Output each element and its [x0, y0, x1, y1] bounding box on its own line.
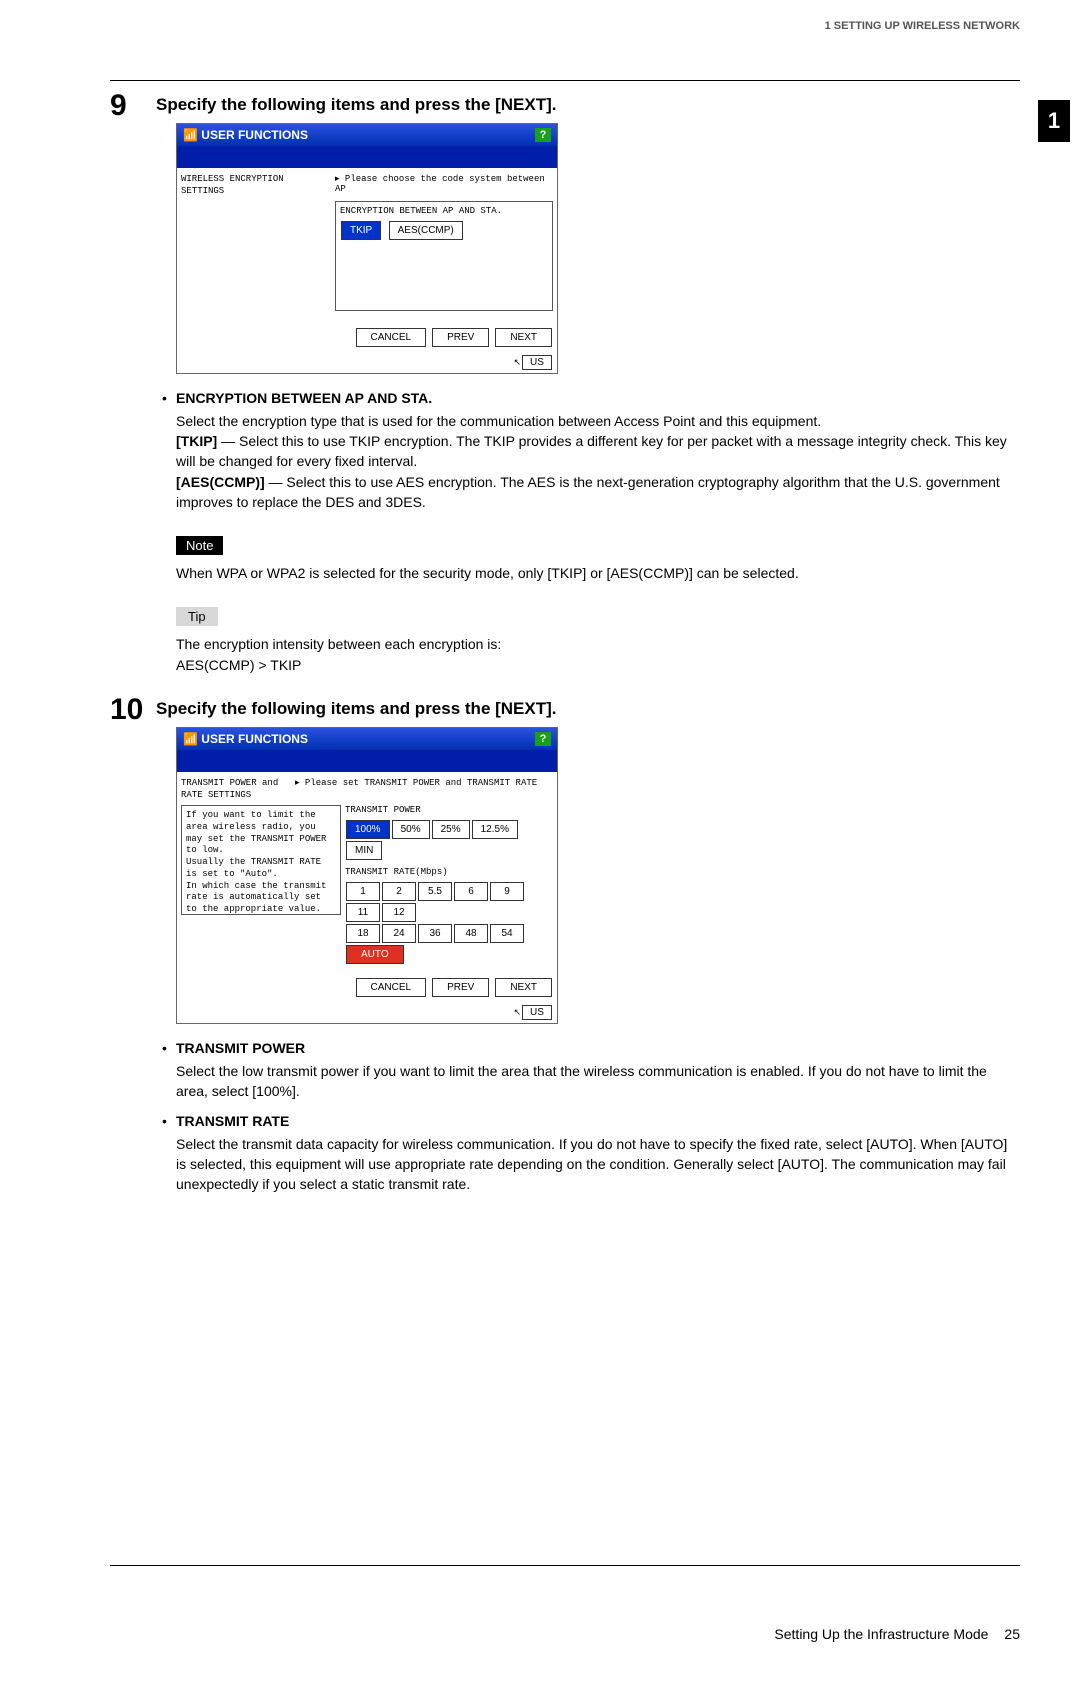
- window-titlebar: 📶 USER FUNCTIONS ?: [177, 728, 557, 750]
- window-titlebar: 📶 USER FUNCTIONS ?: [177, 124, 557, 146]
- screenshot-encryption: 📶 USER FUNCTIONS ? WIRELESS ENCRYPTION S…: [176, 123, 558, 374]
- rate-button[interactable]: 2: [382, 882, 416, 901]
- bullet-encryption: ENCRYPTION BETWEEN AP AND STA.: [156, 388, 1020, 408]
- divider: [110, 80, 1020, 81]
- rate-button[interactable]: 5.5: [418, 882, 452, 901]
- step-number: 10: [110, 695, 156, 1204]
- cursor-icon: ↖: [513, 1007, 521, 1018]
- paragraph: Select the encryption type that is used …: [176, 411, 1020, 512]
- help-icon[interactable]: ?: [535, 732, 551, 746]
- page-number: 25: [1004, 1626, 1020, 1642]
- window-footer: CANCEL PREV NEXT: [177, 973, 557, 1002]
- chapter-tab: 1: [1038, 100, 1070, 142]
- paragraph: Select the low transmit power if you wan…: [176, 1061, 1020, 1102]
- tkip-button[interactable]: TKIP: [341, 221, 381, 240]
- status-badge: US: [522, 355, 552, 370]
- step-title: Specify the following items and press th…: [156, 699, 1020, 719]
- note-text: When WPA or WPA2 is selected for the sec…: [176, 563, 1020, 583]
- power-min-button[interactable]: MIN: [346, 841, 382, 860]
- rate-button[interactable]: 24: [382, 924, 416, 943]
- page-footer: Setting Up the Infrastructure Mode 25: [110, 1626, 1020, 1642]
- rate-button[interactable]: 54: [490, 924, 524, 943]
- tip-label: Tip: [176, 607, 218, 626]
- rate-button[interactable]: 1: [346, 882, 380, 901]
- help-icon[interactable]: ?: [535, 128, 551, 142]
- status-badge: US: [522, 1005, 552, 1020]
- window-title: 📶 USER FUNCTIONS: [183, 732, 308, 746]
- window-footer: CANCEL PREV NEXT: [177, 323, 557, 352]
- rate-button[interactable]: 6: [454, 882, 488, 901]
- rate-button[interactable]: 48: [454, 924, 488, 943]
- tip-text: The encryption intensity between each en…: [176, 634, 1020, 675]
- screenshot-transmit: 📶 USER FUNCTIONS ? TRANSMIT POWER and RA…: [176, 727, 558, 1024]
- footer-text: Setting Up the Infrastructure Mode: [774, 1626, 988, 1642]
- rate-button[interactable]: 18: [346, 924, 380, 943]
- bullet-rate: TRANSMIT RATE: [156, 1111, 1020, 1131]
- statusbar: ↖ US: [177, 1002, 557, 1023]
- statusbar: ↖ US: [177, 352, 557, 373]
- paragraph: Select the transmit data capacity for wi…: [176, 1134, 1020, 1195]
- window-menubar: [177, 750, 557, 772]
- power-title: TRANSMIT POWER: [345, 805, 553, 815]
- power-12-button[interactable]: 12.5%: [472, 820, 518, 839]
- rate-button[interactable]: 12: [382, 903, 416, 922]
- cancel-button[interactable]: CANCEL: [356, 328, 427, 347]
- power-100-button[interactable]: 100%: [346, 820, 390, 839]
- panel-title: ENCRYPTION BETWEEN AP AND STA.: [340, 206, 548, 216]
- next-button[interactable]: NEXT: [495, 328, 552, 347]
- rate-buttons: 125.5691112 1824364854AUTO: [345, 881, 553, 965]
- settings-label: TRANSMIT POWER and RATE SETTINGS: [181, 778, 295, 801]
- aes-button[interactable]: AES(CCMP): [389, 221, 463, 240]
- step-number: 9: [110, 91, 156, 685]
- rate-button[interactable]: 36: [418, 924, 452, 943]
- prev-button[interactable]: PREV: [432, 978, 489, 997]
- step-10: 10 Specify the following items and press…: [110, 695, 1020, 1204]
- page-header: 1 SETTING UP WIRELESS NETWORK: [110, 20, 1020, 40]
- window-title: 📶 USER FUNCTIONS: [183, 128, 308, 142]
- note-label: Note: [176, 536, 223, 555]
- settings-label: WIRELESS ENCRYPTION SETTINGS: [181, 174, 335, 197]
- power-buttons: 100%50%25%12.5% MIN: [345, 819, 553, 861]
- encryption-panel: ENCRYPTION BETWEEN AP AND STA. TKIP AES(…: [335, 201, 553, 311]
- prev-button[interactable]: PREV: [432, 328, 489, 347]
- rate-button[interactable]: 9: [490, 882, 524, 901]
- cursor-icon: ↖: [513, 357, 521, 368]
- power-25-button[interactable]: 25%: [432, 820, 470, 839]
- power-50-button[interactable]: 50%: [392, 820, 430, 839]
- rate-title: TRANSMIT RATE(Mbps): [345, 867, 553, 877]
- divider: [110, 1565, 1020, 1566]
- settings-hint: ▸ Please choose the code system between …: [335, 174, 553, 197]
- settings-hint: ▸ Please set TRANSMIT POWER and TRANSMIT…: [295, 778, 553, 801]
- rate-button[interactable]: 11: [346, 903, 380, 922]
- step-title: Specify the following items and press th…: [156, 95, 1020, 115]
- window-menubar: [177, 146, 557, 168]
- bullet-power: TRANSMIT POWER: [156, 1038, 1020, 1058]
- next-button[interactable]: NEXT: [495, 978, 552, 997]
- step-9: 9 Specify the following items and press …: [110, 91, 1020, 685]
- rate-auto-button[interactable]: AUTO: [346, 945, 404, 964]
- cancel-button[interactable]: CANCEL: [356, 978, 427, 997]
- description-panel: If you want to limit the area wireless r…: [181, 805, 341, 915]
